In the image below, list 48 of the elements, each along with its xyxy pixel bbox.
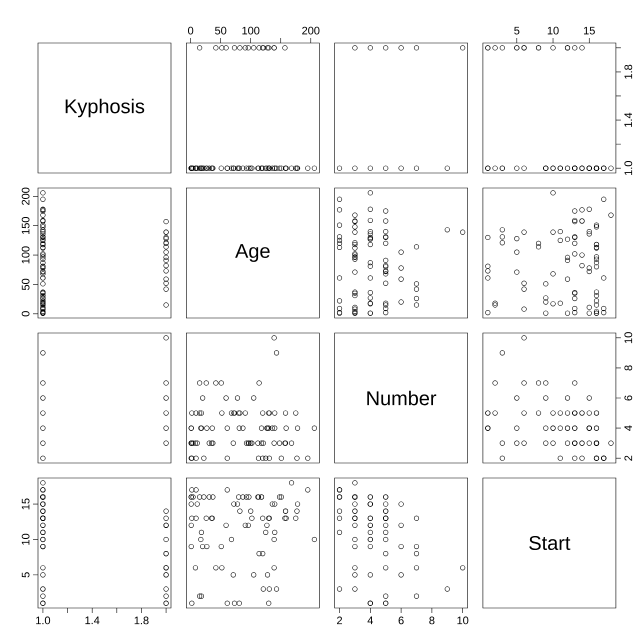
x-tick-label: 10: [457, 616, 468, 624]
x-tick-label: 200: [302, 26, 320, 34]
text: Start: [529, 536, 570, 550]
x-tick-label: 1.4: [85, 616, 100, 624]
text: Number: [367, 390, 436, 406]
point: [163, 380, 169, 386]
y-tick-label: 1.4: [624, 112, 632, 127]
point: [163, 395, 169, 401]
point: [40, 350, 46, 356]
y-tick-label: 4: [624, 425, 632, 431]
y-tick-label: 15: [22, 498, 30, 510]
point: [40, 426, 46, 431]
y-tick-label: 200: [22, 188, 30, 205]
x-tick-label: 100: [242, 26, 260, 34]
y-tick-label: 8: [624, 365, 632, 370]
point: [40, 440, 46, 446]
y-tick-label: 6: [624, 395, 632, 400]
y-tick-label: 10: [624, 332, 632, 344]
y-tick-label: 50: [22, 278, 30, 290]
x-tick-label: 0: [188, 26, 194, 34]
point: [40, 410, 46, 416]
x-tick-label: 5: [514, 26, 520, 34]
x-tick-label: 8: [429, 616, 434, 624]
x-tick-label: 2: [337, 616, 342, 624]
y-tick-label: 10: [22, 534, 30, 545]
y-tick-label: 1.0: [624, 161, 632, 175]
point: [40, 395, 46, 401]
x-tick-label: 6: [398, 616, 404, 624]
text: Kyphosis: [66, 98, 144, 118]
point: [163, 410, 169, 416]
point: [163, 426, 169, 431]
point: [163, 335, 169, 340]
x-tick-label: 1.8: [134, 616, 149, 624]
y-tick-label: 5: [22, 572, 30, 578]
y-tick-label: 0: [22, 311, 30, 316]
y-tick-label: 100: [22, 246, 30, 264]
x-tick-label: 4: [368, 616, 374, 624]
y-tick-label: 2: [624, 456, 632, 461]
x-tick-label: 15: [584, 26, 595, 34]
x-tick-label: 10: [548, 26, 559, 34]
x-tick-label: 50: [215, 26, 226, 34]
point: [163, 440, 169, 446]
x-tick-label: 1.0: [36, 616, 50, 624]
point: [40, 380, 46, 386]
y-tick-label: 1.8: [624, 64, 632, 79]
text: Age: [235, 244, 270, 262]
point: [40, 456, 46, 461]
y-tick-label: 150: [22, 217, 30, 234]
